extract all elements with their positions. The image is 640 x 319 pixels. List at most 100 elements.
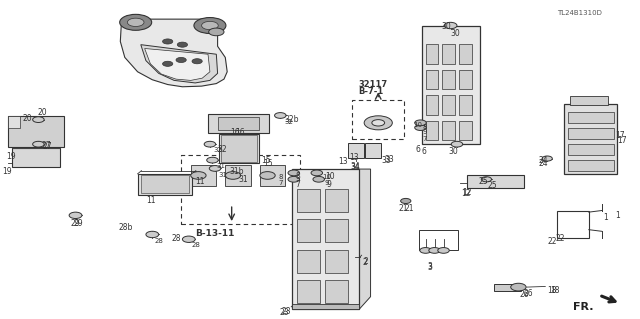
Text: 24: 24: [539, 160, 548, 168]
Text: 33: 33: [384, 155, 394, 164]
Text: 9: 9: [422, 129, 427, 135]
Text: 31: 31: [219, 172, 228, 178]
Text: 29: 29: [74, 219, 83, 228]
Bar: [365, 143, 381, 158]
Text: 15: 15: [264, 160, 273, 168]
Text: 30: 30: [442, 22, 451, 31]
Circle shape: [33, 117, 44, 122]
Bar: [218, 117, 259, 130]
Circle shape: [69, 212, 82, 219]
Text: 19: 19: [6, 152, 16, 160]
Bar: [325, 250, 348, 273]
Circle shape: [176, 57, 186, 63]
Bar: [191, 165, 216, 186]
Bar: [564, 104, 617, 174]
Text: 22: 22: [547, 237, 557, 246]
Circle shape: [202, 21, 218, 30]
Polygon shape: [145, 48, 210, 80]
Circle shape: [451, 141, 463, 147]
Circle shape: [33, 141, 44, 147]
Text: 7: 7: [422, 136, 427, 142]
Bar: [442, 95, 455, 115]
Circle shape: [429, 248, 440, 253]
Bar: [422, 26, 480, 144]
Circle shape: [209, 166, 221, 171]
Bar: [221, 135, 257, 162]
Text: 16: 16: [236, 128, 245, 137]
Text: 26: 26: [520, 290, 529, 299]
Circle shape: [288, 176, 300, 182]
Text: 31: 31: [238, 175, 248, 184]
Bar: [568, 128, 614, 139]
Circle shape: [313, 176, 324, 182]
Text: 8: 8: [422, 124, 427, 130]
Bar: [292, 304, 359, 309]
Bar: [297, 280, 320, 303]
Text: 33: 33: [381, 156, 391, 165]
Circle shape: [364, 116, 392, 130]
Text: 9: 9: [324, 180, 329, 186]
Circle shape: [207, 157, 218, 163]
Text: 23: 23: [282, 307, 291, 316]
Text: 2: 2: [364, 257, 368, 266]
Bar: [325, 189, 348, 212]
Bar: [141, 175, 189, 193]
Text: 28: 28: [155, 238, 164, 244]
Circle shape: [225, 172, 241, 179]
Text: 15: 15: [261, 156, 271, 165]
Bar: [442, 70, 455, 89]
Circle shape: [204, 141, 216, 147]
Text: FR.: FR.: [573, 302, 594, 312]
Circle shape: [438, 248, 449, 253]
Text: 31b: 31b: [229, 167, 244, 176]
Polygon shape: [141, 45, 218, 83]
Text: 13: 13: [349, 153, 358, 162]
Bar: [225, 165, 251, 186]
Bar: [260, 165, 285, 186]
Text: 34: 34: [351, 163, 360, 172]
Polygon shape: [359, 169, 371, 309]
Bar: [297, 219, 320, 242]
Circle shape: [146, 231, 159, 238]
Text: B-7-1: B-7-1: [358, 87, 383, 96]
Text: 21: 21: [398, 204, 408, 212]
Text: 11: 11: [146, 196, 156, 205]
Text: 18: 18: [547, 286, 557, 295]
Circle shape: [163, 39, 173, 44]
Text: 24: 24: [539, 156, 548, 165]
Text: 21: 21: [404, 204, 414, 213]
Text: 8: 8: [296, 172, 300, 181]
Text: 19: 19: [3, 167, 12, 175]
Text: 7: 7: [296, 180, 301, 189]
Text: 10: 10: [323, 174, 332, 180]
Circle shape: [275, 113, 286, 118]
Bar: [568, 112, 614, 123]
Text: 1: 1: [616, 211, 620, 219]
Text: 32117: 32117: [358, 80, 388, 89]
Circle shape: [401, 198, 411, 204]
Circle shape: [481, 177, 492, 182]
Text: 17: 17: [616, 131, 625, 140]
Bar: [348, 143, 364, 158]
Text: 6: 6: [421, 147, 426, 156]
Bar: [12, 147, 60, 148]
Bar: [568, 144, 614, 155]
Circle shape: [192, 59, 202, 64]
Circle shape: [163, 61, 173, 66]
Text: 32b: 32b: [285, 115, 300, 124]
Bar: [442, 44, 455, 64]
Text: 3: 3: [428, 262, 433, 271]
Text: 22: 22: [556, 234, 565, 243]
Text: 11: 11: [195, 177, 205, 186]
Text: 23: 23: [279, 308, 289, 317]
Text: 12: 12: [461, 189, 470, 198]
Text: 2: 2: [363, 258, 367, 267]
Text: 9: 9: [326, 180, 332, 189]
Bar: [208, 114, 269, 133]
Text: 10: 10: [413, 122, 422, 128]
Text: 10: 10: [325, 172, 335, 181]
Circle shape: [194, 18, 226, 33]
Bar: [442, 121, 455, 140]
Circle shape: [542, 156, 552, 161]
Text: 6: 6: [416, 145, 421, 154]
